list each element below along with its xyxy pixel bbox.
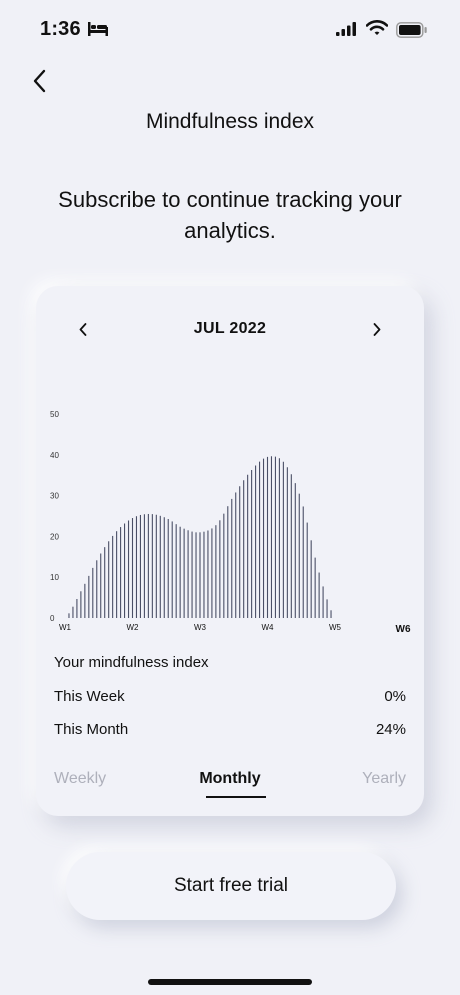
x-tick-label: W4: [262, 623, 275, 632]
this-week-value: 0%: [384, 688, 406, 705]
this-month-label: This Month: [54, 721, 129, 738]
tab-weekly[interactable]: Weekly: [54, 770, 107, 787]
y-tick-label: 10: [50, 573, 59, 582]
period-tabs: Weekly Monthly Yearly: [36, 770, 424, 800]
y-tick-label: 30: [50, 492, 59, 501]
prev-month-button[interactable]: [70, 316, 96, 342]
status-bar: 1:36: [0, 0, 460, 60]
x-tick-label: W3: [194, 623, 207, 632]
status-time: 1:36: [40, 18, 81, 40]
active-tab-indicator: [206, 796, 266, 798]
y-tick-label: 0: [50, 614, 55, 623]
this-week-label: This Week: [54, 688, 125, 705]
analytics-card: JUL 2022 0 10 20 30 40 50 W1 W2 W3 W4 W5 W6 Your mi…: [36, 286, 424, 816]
back-button[interactable]: [24, 66, 54, 96]
index-title: Your mindfulness index: [54, 654, 209, 671]
this-month-value: 24%: [375, 721, 406, 738]
page-title: Mindfulness index: [145, 110, 315, 133]
tab-monthly-label[interactable]: Monthly: [199, 770, 261, 787]
battery-icon: [396, 22, 427, 38]
start-free-trial-button[interactable]: Start free trial: [66, 852, 396, 920]
x-tick-label: W2: [127, 623, 140, 632]
bed-icon: [88, 22, 108, 36]
next-month-button[interactable]: [364, 316, 390, 342]
chevron-left-icon: [79, 322, 87, 336]
wifi-icon: [366, 20, 388, 35]
tab-monthly[interactable]: Monthly: [36, 770, 424, 788]
tab-yearly[interactable]: Yearly: [362, 770, 406, 787]
x-tick-label: W1: [59, 623, 72, 632]
home-indicator: [148, 979, 312, 985]
month-navigator: JUL 2022: [36, 316, 424, 342]
subscribe-message: Subscribe to continue tracking your anal…: [58, 187, 402, 243]
this-month-row: This Month 24%: [54, 721, 406, 738]
x-tick-label: W6: [396, 624, 411, 635]
x-tick-label: W5: [329, 623, 342, 632]
month-label: JUL 2022: [193, 320, 267, 337]
chevron-left-icon: [33, 69, 46, 93]
signal-icon: [336, 22, 356, 36]
y-tick-label: 20: [50, 532, 59, 541]
y-tick-label: 50: [50, 410, 59, 419]
this-week-row: This Week 0%: [54, 688, 406, 705]
mindfulness-chart: 0 10 20 30 40 50 W1 W2 W3 W4 W5 W6: [50, 410, 411, 635]
chevron-right-icon: [373, 322, 381, 336]
y-tick-label: 40: [50, 451, 59, 460]
